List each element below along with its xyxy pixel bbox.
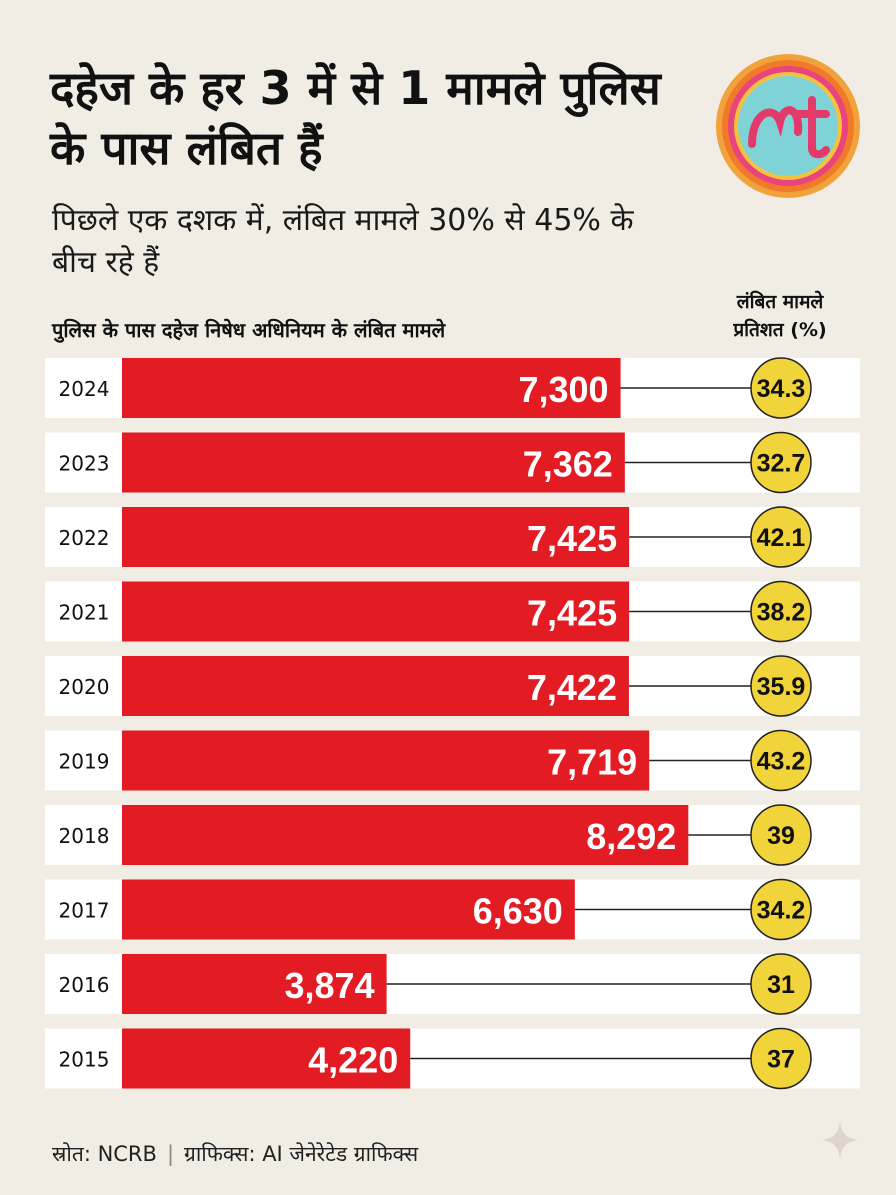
bar-value-label: 7,719 (547, 742, 637, 783)
bar-value-label: 6,630 (473, 891, 563, 932)
bar-value-label: 7,422 (527, 667, 617, 708)
bar (122, 581, 630, 642)
bar (122, 656, 629, 716)
percent-bubble (750, 655, 812, 717)
bar-value-label: 3,874 (285, 965, 375, 1006)
percent-label: 38.2 (757, 599, 806, 627)
year-label: 2019 (59, 750, 110, 774)
right-column-header: लंबित मामले प्रतिशत (%) (700, 288, 860, 344)
year-label: 2017 (59, 899, 110, 923)
bar-value-label: 7,362 (523, 444, 613, 485)
bar-value-label: 7,425 (527, 518, 617, 559)
sparkle-icon (822, 1122, 858, 1158)
source-text: स्रोत: NCRB (52, 1142, 157, 1166)
percent-label: 32.7 (757, 450, 806, 478)
percent-label: 31 (767, 971, 795, 999)
page-subtitle: पिछले एक दशक में, लंबित मामले 30% से 45%… (52, 203, 634, 280)
bar (122, 507, 630, 567)
year-label: 2020 (59, 675, 110, 699)
percent-bubble (750, 878, 812, 941)
bar (122, 879, 575, 940)
percent-label: 39 (767, 822, 795, 850)
year-label: 2023 (59, 452, 110, 476)
percent-label: 34.2 (757, 897, 806, 925)
year-label: 2015 (59, 1048, 110, 1072)
publisher-logo-icon (716, 54, 860, 198)
percent-bubble (750, 431, 812, 494)
right-column-header-line2: प्रतिशत (%) (733, 319, 827, 341)
bar-value-label: 7,425 (527, 593, 617, 634)
bar-value-label: 4,220 (308, 1040, 398, 1081)
bar (122, 1028, 411, 1089)
footer: स्रोत: NCRB | ग्राफिक्स: AI जेनेरेटेड ग्रा… (52, 1140, 418, 1168)
percent-label: 43.2 (757, 748, 806, 776)
percent-bubble (750, 804, 812, 866)
bar (122, 432, 625, 493)
graphics-credit-text: ग्राफिक्स: AI जेनेरेटेड ग्राफिक्स (184, 1142, 419, 1166)
percent-bubble (750, 506, 812, 568)
percent-bubble (750, 729, 812, 792)
percent-bubble (750, 1027, 812, 1090)
percent-bubble (750, 357, 812, 419)
right-column-header-line1: लंबित मामले (736, 291, 824, 313)
year-label: 2021 (59, 601, 110, 625)
bar (122, 805, 689, 865)
footer-separator: | (166, 1142, 175, 1166)
percent-label: 35.9 (757, 673, 806, 701)
percent-bubble (750, 580, 812, 643)
year-label: 2024 (59, 377, 110, 401)
page-title: दहेज के हर 3 में से 1 मामले पुलिस के पास… (50, 61, 661, 175)
bar-value-label: 8,292 (586, 816, 676, 857)
year-label: 2016 (59, 973, 110, 997)
bar (122, 954, 387, 1014)
year-label: 2022 (59, 526, 110, 550)
bar-value-label: 7,300 (518, 369, 608, 410)
year-label: 2018 (59, 824, 110, 848)
left-column-header: पुलिस के पास दहेज निषेध अधिनियम के लंबित… (52, 318, 446, 342)
percent-label: 34.3 (757, 375, 806, 403)
percent-label: 37 (767, 1046, 795, 1074)
bar (122, 358, 621, 418)
bar (122, 730, 650, 791)
percent-label: 42.1 (757, 524, 806, 552)
percent-bubble (750, 953, 812, 1015)
